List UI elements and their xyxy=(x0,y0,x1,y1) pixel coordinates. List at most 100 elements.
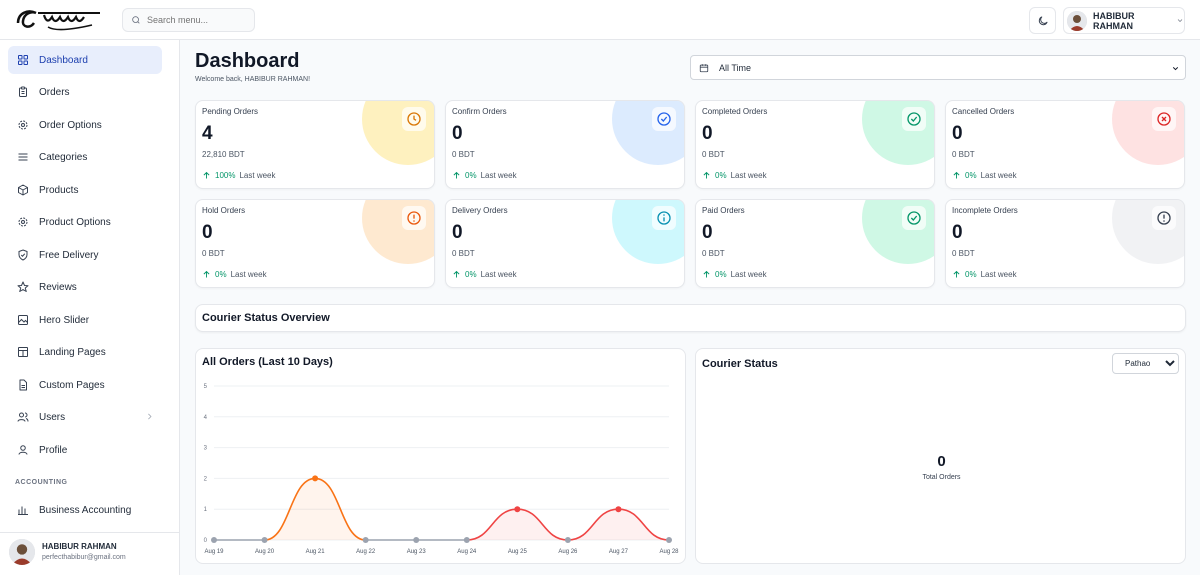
line-segment xyxy=(567,508,619,541)
stat-trend: 0% Last week xyxy=(452,171,517,180)
sidebar-item-products[interactable]: Products xyxy=(8,176,162,204)
courier-overview-section: Courier Status Overview xyxy=(195,304,1186,332)
stat-percent: 0% xyxy=(465,270,477,279)
layout-icon xyxy=(18,347,28,357)
sidebar-item-business-accounting[interactable]: Business Accounting xyxy=(8,496,162,524)
date-range-value: All Time xyxy=(719,63,752,73)
sidebar-item-categories[interactable]: Categories xyxy=(8,143,162,171)
alert-circle-icon xyxy=(402,206,426,230)
stat-label: Cancelled Orders xyxy=(952,107,1015,116)
stat-card-paid[interactable]: Paid Orders 0 0 BDT 0% Last week xyxy=(695,199,935,288)
x-tick-label: Aug 21 xyxy=(306,549,326,555)
file-icon xyxy=(19,379,27,391)
stat-value: 0 xyxy=(952,123,963,144)
sidebar-item-reviews[interactable]: Reviews xyxy=(8,273,162,301)
sidebar-item-label: Free Delivery xyxy=(39,249,99,261)
stat-label: Completed Orders xyxy=(702,107,768,116)
stat-period: Last week xyxy=(980,171,1017,180)
stat-trend: 0% Last week xyxy=(952,270,1017,279)
x-tick-label: Aug 27 xyxy=(609,549,629,555)
avatar xyxy=(1067,10,1087,31)
y-tick-label: 0 xyxy=(204,538,208,544)
search-icon xyxy=(132,16,140,24)
sidebar-item-label: Reviews xyxy=(39,281,77,293)
search-input[interactable] xyxy=(147,12,251,28)
sidebar-item-profile[interactable]: Profile xyxy=(8,436,162,464)
stat-card-completed[interactable]: Completed Orders 0 0 BDT 0% Last week xyxy=(695,100,935,189)
sidebar-item-landing-pages[interactable]: Landing Pages xyxy=(8,338,162,366)
chevron-down-icon xyxy=(1177,19,1183,22)
sidebar-item-product-options[interactable]: Product Options xyxy=(8,208,162,236)
x-tick-label: Aug 19 xyxy=(204,549,224,555)
stat-card-cancelled[interactable]: Cancelled Orders 0 0 BDT 0% Last week xyxy=(945,100,1185,189)
stat-label: Pending Orders xyxy=(202,107,259,116)
sidebar-item-label: Products xyxy=(39,184,79,196)
courier-select[interactable]: Pathao xyxy=(1112,353,1179,374)
stat-percent: 0% xyxy=(715,270,727,279)
box-icon xyxy=(18,184,28,196)
clipboard-icon xyxy=(19,86,27,97)
calendar-icon xyxy=(699,64,709,73)
theme-toggle-button[interactable] xyxy=(1029,7,1056,34)
user-icon xyxy=(18,445,28,455)
clock-icon xyxy=(402,107,426,131)
user-menu-button[interactable]: HABIBUR RAHMAN xyxy=(1063,7,1185,34)
sidebar-item-label: Hero Slider xyxy=(39,314,90,326)
sidebar-item-free-delivery[interactable]: Free Delivery xyxy=(8,241,162,269)
stat-label: Paid Orders xyxy=(702,206,745,215)
stat-card-hold[interactable]: Hold Orders 0 0 BDT 0% Last week xyxy=(195,199,435,288)
orders-line-chart[interactable]: 0 1 2 3 4 5 Aug 19 Aug 20 Aug 21 Aug 22 Aug 23 Aug … xyxy=(196,349,687,565)
sidebar-item-users[interactable]: Users xyxy=(8,403,162,431)
arrow-up-icon xyxy=(203,270,210,278)
stat-card-confirm[interactable]: Confirm Orders 0 0 BDT 0% Last week xyxy=(445,100,685,189)
stat-percent: 0% xyxy=(465,171,477,180)
total-orders-value: 0 xyxy=(937,453,946,470)
search-box[interactable] xyxy=(122,8,255,32)
sidebar-item-label: Order Options xyxy=(39,119,102,131)
stat-value: 0 xyxy=(702,123,713,144)
stat-value: 0 xyxy=(452,123,463,144)
x-tick-label: Aug 23 xyxy=(407,549,427,555)
sidebar-item-orders[interactable]: Orders xyxy=(8,78,162,106)
user-name: HABIBUR RAHMAN xyxy=(1093,10,1135,31)
sidebar-item-dashboard[interactable]: Dashboard xyxy=(8,46,162,74)
y-tick-label: 2 xyxy=(204,476,208,482)
stat-card-delivery[interactable]: Delivery Orders 0 0 BDT 0% Last week xyxy=(445,199,685,288)
total-orders-label: Total Orders xyxy=(922,474,961,481)
arrow-up-icon xyxy=(703,171,710,179)
stat-label: Confirm Orders xyxy=(452,107,507,116)
stat-period: Last week xyxy=(230,270,267,279)
stat-period: Last week xyxy=(480,270,517,279)
sidebar-item-custom-pages[interactable]: Custom Pages xyxy=(8,371,162,399)
stat-card-incomplete[interactable]: Incomplete Orders 0 0 BDT 0% Last week xyxy=(945,199,1185,288)
grid-icon xyxy=(18,55,28,65)
brand-logo[interactable] xyxy=(14,5,104,35)
stat-amount: 0 BDT xyxy=(952,150,975,159)
stat-value: 0 xyxy=(452,222,463,243)
x-tick-label: Aug 28 xyxy=(659,549,679,555)
stat-percent: 0% xyxy=(965,270,977,279)
line-segment xyxy=(618,508,670,541)
gear-icon xyxy=(18,217,28,227)
sidebar-user-card[interactable]: HABIBUR RAHMAN perfecthabibur@gmail.com xyxy=(0,532,180,575)
section-label-accounting: ACCOUNTING xyxy=(15,479,68,486)
date-range-select[interactable]: All Time xyxy=(690,55,1186,80)
y-tick-label: 4 xyxy=(204,415,208,421)
stat-trend: 0% Last week xyxy=(702,171,767,180)
data-point xyxy=(261,537,268,543)
section-title: Courier Status Overview xyxy=(202,312,330,324)
sidebar-item-label: Landing Pages xyxy=(39,346,106,358)
sidebar: Dashboard Orders Order Options Categorie… xyxy=(0,40,180,575)
arrow-up-icon xyxy=(703,270,710,278)
sidebar-item-label: Product Options xyxy=(39,216,111,228)
stat-card-pending[interactable]: Pending Orders 4 22,810 BDT 100% Last we… xyxy=(195,100,435,189)
line-segment xyxy=(517,508,568,541)
stat-trend: 100% Last week xyxy=(202,171,276,180)
arrow-up-icon xyxy=(203,171,210,179)
data-point xyxy=(413,537,420,543)
gear-icon xyxy=(18,120,28,130)
sidebar-user-email: perfecthabibur@gmail.com xyxy=(42,554,126,561)
stat-trend: 0% Last week xyxy=(202,270,267,279)
sidebar-item-hero-slider[interactable]: Hero Slider xyxy=(8,306,162,334)
sidebar-item-order-options[interactable]: Order Options xyxy=(8,111,162,139)
